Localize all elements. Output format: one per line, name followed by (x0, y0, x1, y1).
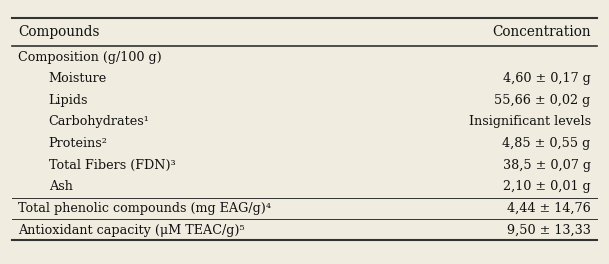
Text: Total phenolic compounds (mg EAG/g)⁴: Total phenolic compounds (mg EAG/g)⁴ (18, 202, 271, 215)
Text: Antioxidant capacity (μM TEAC/g)⁵: Antioxidant capacity (μM TEAC/g)⁵ (18, 224, 245, 237)
Text: Moisture: Moisture (49, 72, 107, 85)
Text: 38,5 ± 0,07 g: 38,5 ± 0,07 g (503, 159, 591, 172)
Text: Composition (g/100 g): Composition (g/100 g) (18, 50, 162, 64)
Text: 2,10 ± 0,01 g: 2,10 ± 0,01 g (503, 180, 591, 194)
Text: Ash: Ash (49, 180, 72, 194)
Text: Carbohydrates¹: Carbohydrates¹ (49, 115, 149, 129)
Text: 4,60 ± 0,17 g: 4,60 ± 0,17 g (503, 72, 591, 85)
Text: Concentration: Concentration (492, 25, 591, 39)
Text: Compounds: Compounds (18, 25, 100, 39)
Text: Lipids: Lipids (49, 94, 88, 107)
Text: 55,66 ± 0,02 g: 55,66 ± 0,02 g (495, 94, 591, 107)
Text: Proteins²: Proteins² (49, 137, 108, 150)
Text: Total Fibers (FDN)³: Total Fibers (FDN)³ (49, 159, 175, 172)
Text: Insignificant levels: Insignificant levels (468, 115, 591, 129)
Text: 4,44 ± 14,76: 4,44 ± 14,76 (507, 202, 591, 215)
Text: 4,85 ± 0,55 g: 4,85 ± 0,55 g (502, 137, 591, 150)
Text: 9,50 ± 13,33: 9,50 ± 13,33 (507, 224, 591, 237)
